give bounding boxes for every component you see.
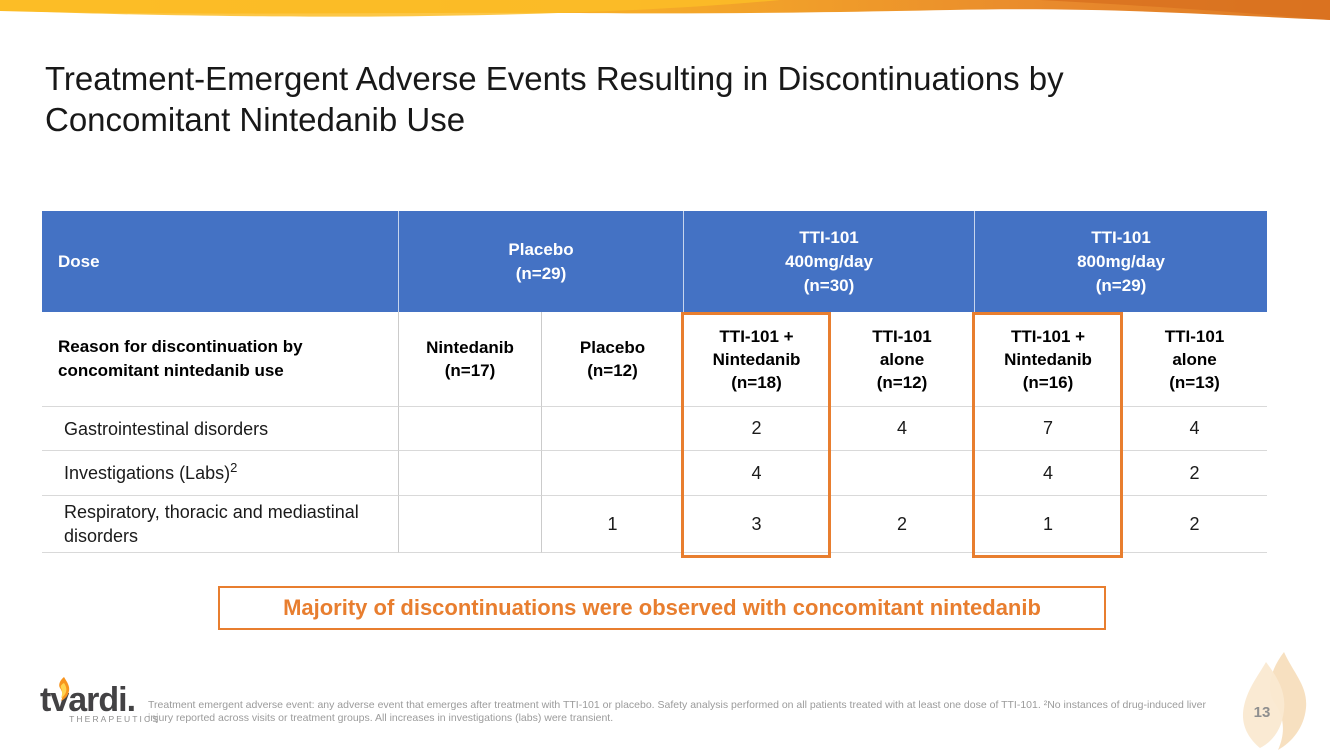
sub-header-reason: Reason for discontinuation by concomitan… bbox=[42, 312, 398, 406]
cell-value: 4 bbox=[1121, 406, 1268, 450]
adverse-events-table-grid: Dose Placebo (n=29) TTI-101 400mg/day (n… bbox=[42, 211, 1268, 553]
cell-value bbox=[398, 406, 541, 450]
cell-value: 4 bbox=[683, 450, 830, 495]
row-label-text: Gastrointestinal disorders bbox=[64, 418, 269, 439]
sub-header-tti-nintedanib-n16: TTI-101 + Nintedanib (n=16) bbox=[974, 312, 1122, 406]
logo-subtext: THERAPEUTICS bbox=[69, 714, 160, 724]
sub-header-placebo-n12: Placebo (n=12) bbox=[541, 312, 684, 406]
group-header-placebo: Placebo (n=29) bbox=[398, 211, 684, 312]
cell-value: 1 bbox=[974, 495, 1122, 553]
cell-value bbox=[398, 450, 541, 495]
cell-value: 2 bbox=[1121, 450, 1268, 495]
cell-value: 2 bbox=[683, 406, 830, 450]
group-header-tti101-400: TTI-101 400mg/day (n=30) bbox=[683, 211, 975, 312]
cell-value: 2 bbox=[1121, 495, 1268, 553]
wave-graphic bbox=[0, 0, 1330, 20]
callout-box: Majority of discontinuations were observ… bbox=[218, 586, 1106, 630]
cell-value: 3 bbox=[683, 495, 830, 553]
row-label-text: Respiratory, thoracic and mediastinal di… bbox=[64, 502, 359, 546]
sub-header-nintedanib-n17: Nintedanib (n=17) bbox=[398, 312, 541, 406]
table-row-investigations: Investigations (Labs)2 4 4 2 bbox=[42, 450, 1268, 495]
logo-text: tvardi. bbox=[40, 681, 136, 719]
row-label-superscript: 2 bbox=[230, 460, 238, 475]
sub-header-tti-alone-n13: TTI-101 alone (n=13) bbox=[1121, 312, 1268, 406]
tvardi-logo: tvardi. THERAPEUTICS bbox=[40, 677, 160, 724]
footnote: Treatment emergent adverse event: any ad… bbox=[148, 699, 1206, 724]
group-header-dose: Dose bbox=[42, 211, 398, 312]
logo-wordmark: tvardi. bbox=[40, 677, 160, 719]
table-group-header-row: Dose Placebo (n=29) TTI-101 400mg/day (n… bbox=[42, 211, 1268, 312]
cell-value: 4 bbox=[829, 406, 975, 450]
cell-value: 7 bbox=[974, 406, 1122, 450]
cell-value: 4 bbox=[974, 450, 1122, 495]
sub-header-tti-nintedanib-n18: TTI-101 + Nintedanib (n=18) bbox=[683, 312, 830, 406]
top-wave-banner bbox=[0, 0, 1330, 42]
corner-flame-icon bbox=[1234, 652, 1312, 755]
table-sub-header-row: Reason for discontinuation by concomitan… bbox=[42, 312, 1268, 406]
flame-icon bbox=[56, 672, 71, 708]
page-number: 13 bbox=[1253, 704, 1271, 721]
table-row-gastrointestinal: Gastrointestinal disorders 2 4 7 4 bbox=[42, 406, 1268, 450]
sub-header-tti-alone-n12: TTI-101 alone (n=12) bbox=[829, 312, 975, 406]
adverse-events-table: Dose Placebo (n=29) TTI-101 400mg/day (n… bbox=[42, 211, 1268, 558]
cell-value: 2 bbox=[829, 495, 975, 553]
row-label: Respiratory, thoracic and mediastinal di… bbox=[42, 495, 398, 553]
table-row-respiratory: Respiratory, thoracic and mediastinal di… bbox=[42, 495, 1268, 553]
group-header-tti101-800: TTI-101 800mg/day (n=29) bbox=[974, 211, 1268, 312]
cell-value bbox=[398, 495, 541, 553]
cell-value: 1 bbox=[541, 495, 684, 553]
row-label-text: Investigations (Labs) bbox=[64, 463, 231, 483]
row-label: Gastrointestinal disorders bbox=[42, 406, 398, 450]
callout-text: Majority of discontinuations were observ… bbox=[283, 595, 1041, 620]
slide-title: Treatment-Emergent Adverse Events Result… bbox=[45, 60, 1064, 138]
cell-value bbox=[829, 450, 975, 495]
cell-value bbox=[541, 450, 684, 495]
row-label: Investigations (Labs)2 bbox=[42, 450, 398, 495]
cell-value bbox=[541, 406, 684, 450]
